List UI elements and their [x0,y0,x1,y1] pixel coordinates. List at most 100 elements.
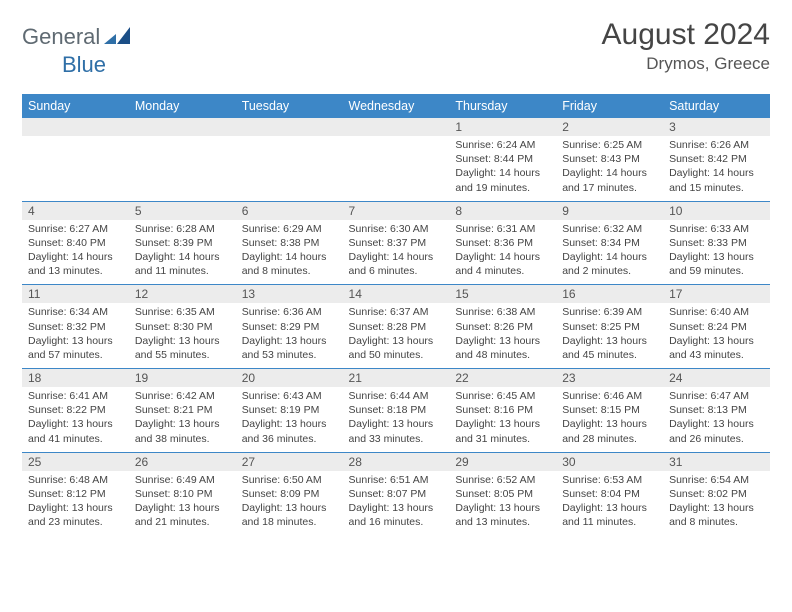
sunrise-text: Sunrise: 6:41 AM [28,389,123,403]
day-number [22,118,129,136]
weekday-header: Thursday [449,94,556,118]
sunset-text: Sunset: 8:25 PM [562,320,657,334]
sunset-text: Sunset: 8:43 PM [562,152,657,166]
day-body [129,136,236,200]
sunset-text: Sunset: 8:02 PM [669,487,764,501]
sunset-text: Sunset: 8:18 PM [349,403,444,417]
sunrise-text: Sunrise: 6:31 AM [455,222,550,236]
sunset-text: Sunset: 8:39 PM [135,236,230,250]
day-body [22,136,129,200]
day-body: Sunrise: 6:47 AMSunset: 8:13 PMDaylight:… [663,387,770,452]
day-number: 7 [343,202,450,220]
calendar-cell: 6Sunrise: 6:29 AMSunset: 8:38 PMDaylight… [236,201,343,285]
sunrise-text: Sunrise: 6:39 AM [562,305,657,319]
day-body: Sunrise: 6:44 AMSunset: 8:18 PMDaylight:… [343,387,450,452]
daylight-text: Daylight: 14 hours and 17 minutes. [562,166,657,194]
day-body: Sunrise: 6:37 AMSunset: 8:28 PMDaylight:… [343,303,450,368]
day-number: 23 [556,369,663,387]
day-number: 12 [129,285,236,303]
day-body: Sunrise: 6:33 AMSunset: 8:33 PMDaylight:… [663,220,770,285]
sunrise-text: Sunrise: 6:44 AM [349,389,444,403]
day-body: Sunrise: 6:41 AMSunset: 8:22 PMDaylight:… [22,387,129,452]
daylight-text: Daylight: 13 hours and 28 minutes. [562,417,657,445]
sunset-text: Sunset: 8:29 PM [242,320,337,334]
calendar-cell: 18Sunrise: 6:41 AMSunset: 8:22 PMDayligh… [22,369,129,453]
daylight-text: Daylight: 13 hours and 43 minutes. [669,334,764,362]
calendar-week-row: 25Sunrise: 6:48 AMSunset: 8:12 PMDayligh… [22,452,770,535]
sunrise-text: Sunrise: 6:40 AM [669,305,764,319]
day-number: 26 [129,453,236,471]
day-number: 15 [449,285,556,303]
weekday-header: Friday [556,94,663,118]
sunrise-text: Sunrise: 6:27 AM [28,222,123,236]
calendar-cell: 11Sunrise: 6:34 AMSunset: 8:32 PMDayligh… [22,285,129,369]
sunrise-text: Sunrise: 6:49 AM [135,473,230,487]
daylight-text: Daylight: 13 hours and 33 minutes. [349,417,444,445]
daylight-text: Daylight: 13 hours and 38 minutes. [135,417,230,445]
day-number: 2 [556,118,663,136]
day-number: 9 [556,202,663,220]
day-body: Sunrise: 6:42 AMSunset: 8:21 PMDaylight:… [129,387,236,452]
logo-text-blue: Blue [62,52,106,77]
day-body: Sunrise: 6:45 AMSunset: 8:16 PMDaylight:… [449,387,556,452]
daylight-text: Daylight: 13 hours and 59 minutes. [669,250,764,278]
sunset-text: Sunset: 8:24 PM [669,320,764,334]
daylight-text: Daylight: 13 hours and 57 minutes. [28,334,123,362]
calendar-cell: 8Sunrise: 6:31 AMSunset: 8:36 PMDaylight… [449,201,556,285]
daylight-text: Daylight: 13 hours and 21 minutes. [135,501,230,529]
calendar-cell: 23 Sunrise: 6:46 AMSunset: 8:15 PMDayligh… [556,369,663,453]
daylight-text: Daylight: 14 hours and 19 minutes. [455,166,550,194]
day-number: 14 [343,285,450,303]
day-number: 3 [663,118,770,136]
day-body: Sunrise: 6:35 AMSunset: 8:30 PMDaylight:… [129,303,236,368]
day-number: 18 [22,369,129,387]
calendar-cell: 17 Sunrise: 6:40 AMSunset: 8:24 PMDayligh… [663,285,770,369]
daylight-text: Daylight: 13 hours and 50 minutes. [349,334,444,362]
sunrise-text: Sunrise: 6:32 AM [562,222,657,236]
day-body: Sunrise: 6:38 AMSunset: 8:26 PMDaylight:… [449,303,556,368]
month-title: August 2024 [602,18,770,52]
day-body: Sunrise: 6:26 AMSunset: 8:42 PMDaylight:… [663,136,770,201]
day-number: 6 [236,202,343,220]
calendar-cell: 24Sunrise: 6:47 AMSunset: 8:13 PMDayligh… [663,369,770,453]
day-body [343,136,450,200]
sunrise-text: Sunrise: 6:51 AM [349,473,444,487]
sunset-text: Sunset: 8:38 PM [242,236,337,250]
weekday-header: Tuesday [236,94,343,118]
calendar-cell: 7Sunrise: 6:30 AMSunset: 8:37 PMDaylight… [343,201,450,285]
day-number: 31 [663,453,770,471]
day-number: 24 [663,369,770,387]
calendar-week-row: 18Sunrise: 6:41 AMSunset: 8:22 PMDayligh… [22,369,770,453]
sunrise-text: Sunrise: 6:35 AM [135,305,230,319]
calendar-week-row: 4Sunrise: 6:27 AMSunset: 8:40 PMDaylight… [22,201,770,285]
weekday-header: Sunday [22,94,129,118]
weekday-header: Monday [129,94,236,118]
calendar-cell: 19Sunrise: 6:42 AMSunset: 8:21 PMDayligh… [129,369,236,453]
calendar-cell: 2Sunrise: 6:25 AMSunset: 8:43 PMDaylight… [556,118,663,201]
daylight-text: Daylight: 13 hours and 23 minutes. [28,501,123,529]
day-number: 17 [663,285,770,303]
calendar-header-row: Sunday Monday Tuesday Wednesday Thursday… [22,94,770,118]
daylight-text: Daylight: 14 hours and 4 minutes. [455,250,550,278]
calendar-cell: 27Sunrise: 6:50 AMSunset: 8:09 PMDayligh… [236,452,343,535]
daylight-text: Daylight: 13 hours and 45 minutes. [562,334,657,362]
day-body: Sunrise: 6:25 AMSunset: 8:43 PMDaylight:… [556,136,663,201]
day-body: Sunrise: 6:43 AMSunset: 8:19 PMDaylight:… [236,387,343,452]
daylight-text: Daylight: 14 hours and 15 minutes. [669,166,764,194]
calendar-cell: 1Sunrise: 6:24 AMSunset: 8:44 PMDaylight… [449,118,556,201]
sunrise-text: Sunrise: 6:46 AM [562,389,657,403]
sunrise-text: Sunrise: 6:25 AM [562,138,657,152]
daylight-text: Daylight: 13 hours and 8 minutes. [669,501,764,529]
day-body: Sunrise: 6:27 AMSunset: 8:40 PMDaylight:… [22,220,129,285]
calendar-body: 1Sunrise: 6:24 AMSunset: 8:44 PMDaylight… [22,118,770,535]
day-body: Sunrise: 6:29 AMSunset: 8:38 PMDaylight:… [236,220,343,285]
calendar-cell: 29Sunrise: 6:52 AMSunset: 8:05 PMDayligh… [449,452,556,535]
day-number: 5 [129,202,236,220]
sunset-text: Sunset: 8:28 PM [349,320,444,334]
calendar-cell: 22Sunrise: 6:45 AMSunset: 8:16 PMDayligh… [449,369,556,453]
day-body: Sunrise: 6:54 AMSunset: 8:02 PMDaylight:… [663,471,770,536]
calendar-cell: 21Sunrise: 6:44 AMSunset: 8:18 PMDayligh… [343,369,450,453]
sunset-text: Sunset: 8:15 PM [562,403,657,417]
sunset-text: Sunset: 8:13 PM [669,403,764,417]
daylight-text: Daylight: 13 hours and 41 minutes. [28,417,123,445]
